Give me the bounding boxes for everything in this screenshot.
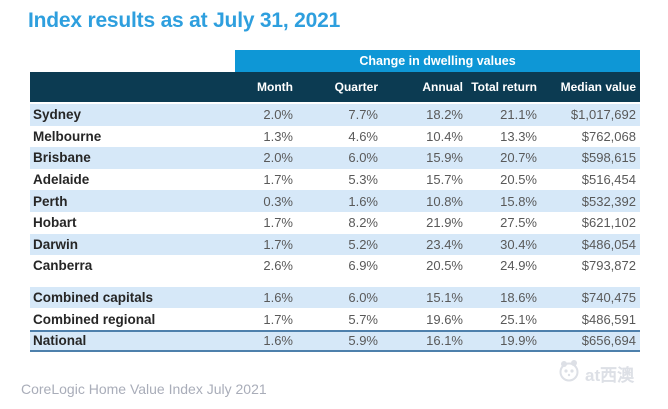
cell-median-value: $532,392 [581, 193, 636, 209]
combined-rows-section: Combined capitals 1.6% 6.0% 15.1% 18.6% $740,… [30, 286, 640, 330]
row-label: Brisbane [33, 150, 91, 166]
table-row: Darwin 1.7% 5.2% 23.4% 30.4% $486,054 [30, 233, 640, 256]
cell-total-return: 13.3% [500, 128, 537, 144]
column-header-quarter: Quarter [334, 80, 378, 94]
cell-median-value: $762,068 [581, 128, 636, 144]
column-header-median-value: Median value [560, 80, 636, 94]
cell-annual: 15.9% [426, 150, 463, 166]
table-row: Brisbane 2.0% 6.0% 15.9% 20.7% $598,615 [30, 147, 640, 169]
cell-quarter: 5.3% [348, 172, 378, 188]
row-label: Melbourne [33, 128, 102, 144]
cell-quarter: 8.2% [348, 215, 378, 231]
cell-month: 2.0% [263, 150, 293, 166]
cell-quarter: 5.9% [348, 333, 378, 349]
row-label: Darwin [33, 236, 79, 252]
cell-total-return: 21.1% [500, 107, 537, 123]
table-row: Sydney 2.0% 7.7% 18.2% 21.1% $1,017,692 [30, 104, 640, 126]
cell-annual: 10.4% [426, 128, 463, 144]
row-label: Adelaide [33, 172, 90, 188]
cell-month: 1.6% [263, 290, 293, 306]
cell-annual: 15.1% [426, 290, 463, 306]
table-row: Hobart 1.7% 8.2% 21.9% 27.5% $621,102 [30, 212, 640, 234]
group-header-bar: Change in dwelling values [235, 50, 640, 72]
cell-annual: 16.1% [426, 333, 463, 349]
panda-icon [556, 359, 582, 388]
cell-median-value: $793,872 [581, 258, 636, 274]
cell-annual: 10.8% [426, 193, 463, 209]
row-label: Sydney [33, 107, 82, 123]
cell-quarter: 6.0% [348, 290, 378, 306]
national-row-section: National 1.6% 5.9% 16.1% 19.9% $656,694 [30, 329, 640, 352]
table-row: Canberra 2.6% 6.9% 20.5% 24.9% $793,872 [30, 255, 640, 277]
cell-total-return: 18.6% [500, 290, 537, 306]
row-label: Perth [33, 193, 68, 209]
cell-annual: 21.9% [426, 215, 463, 231]
table-row: Combined regional 1.7% 5.7% 19.6% 25.1% $486,… [30, 308, 640, 330]
cell-median-value: $656,694 [581, 333, 636, 349]
watermark: at西澳 [556, 359, 635, 388]
source-note: CoreLogic Home Value Index July 2021 [21, 381, 267, 397]
table-row: Melbourne 1.3% 4.6% 10.4% 13.3% $762,068 [30, 126, 640, 148]
table-row: Combined capitals 1.6% 6.0% 15.1% 18.6% $740,… [30, 286, 640, 309]
cell-month: 1.7% [263, 236, 293, 252]
cell-month: 1.7% [263, 311, 293, 327]
cell-annual: 15.7% [426, 172, 463, 188]
row-label: Hobart [33, 215, 77, 231]
cell-median-value: $1,017,692 [570, 107, 636, 123]
cell-annual: 20.5% [426, 258, 463, 274]
row-label: Combined regional [33, 311, 156, 327]
table-row: Adelaide 1.7% 5.3% 15.7% 20.5% $516,454 [30, 169, 640, 191]
cell-total-return: 15.8% [500, 193, 537, 209]
cell-annual: 18.2% [426, 107, 463, 123]
cell-month: 0.3% [263, 193, 293, 209]
column-header-annual: Annual [422, 80, 463, 94]
cell-quarter: 6.0% [348, 150, 378, 166]
cell-month: 1.6% [263, 333, 293, 349]
cell-quarter: 5.7% [348, 311, 378, 327]
cell-annual: 19.6% [426, 311, 463, 327]
cell-total-return: 24.9% [500, 258, 537, 274]
city-rows-section: Sydney 2.0% 7.7% 18.2% 21.1% $1,017,692 Melbou… [30, 104, 640, 277]
cell-total-return: 25.1% [500, 311, 537, 327]
column-header-total-return: Total return [471, 80, 537, 94]
cell-median-value: $486,591 [581, 311, 636, 327]
cell-quarter: 4.6% [348, 128, 378, 144]
page-title: Index results as at July 31, 2021 [28, 9, 341, 32]
cell-quarter: 5.2% [348, 236, 378, 252]
group-header-label: Change in dwelling values [359, 54, 516, 68]
cell-annual: 23.4% [426, 236, 463, 252]
cell-total-return: 27.5% [500, 215, 537, 231]
cell-median-value: $516,454 [581, 172, 636, 188]
cell-median-value: $740,475 [581, 290, 636, 306]
column-header-row: Month Quarter Annual Total return Median… [30, 72, 640, 102]
table-row: National 1.6% 5.9% 16.1% 19.9% $656,694 [30, 329, 640, 352]
cell-month: 1.3% [263, 128, 293, 144]
cell-month: 2.6% [263, 258, 293, 274]
row-label: Canberra [33, 258, 93, 274]
column-header-month: Month [257, 80, 293, 94]
row-label: National [33, 333, 87, 349]
table-row: Perth 0.3% 1.6% 10.8% 15.8% $532,392 [30, 190, 640, 212]
cell-total-return: 20.5% [500, 172, 537, 188]
cell-quarter: 7.7% [348, 107, 378, 123]
cell-quarter: 1.6% [348, 193, 378, 209]
cell-total-return: 19.9% [500, 333, 537, 349]
cell-month: 2.0% [263, 107, 293, 123]
cell-median-value: $486,054 [581, 236, 636, 252]
cell-total-return: 30.4% [500, 236, 537, 252]
row-label: Combined capitals [33, 290, 154, 306]
cell-month: 1.7% [263, 215, 293, 231]
cell-median-value: $598,615 [581, 150, 636, 166]
section-gap [30, 277, 640, 287]
watermark-text: at西澳 [585, 365, 635, 385]
index-results-table: Change in dwelling values Month Quarter … [30, 50, 640, 352]
cell-median-value: $621,102 [581, 215, 636, 231]
cell-quarter: 6.9% [348, 258, 378, 274]
cell-month: 1.7% [263, 172, 293, 188]
cell-total-return: 20.7% [500, 150, 537, 166]
